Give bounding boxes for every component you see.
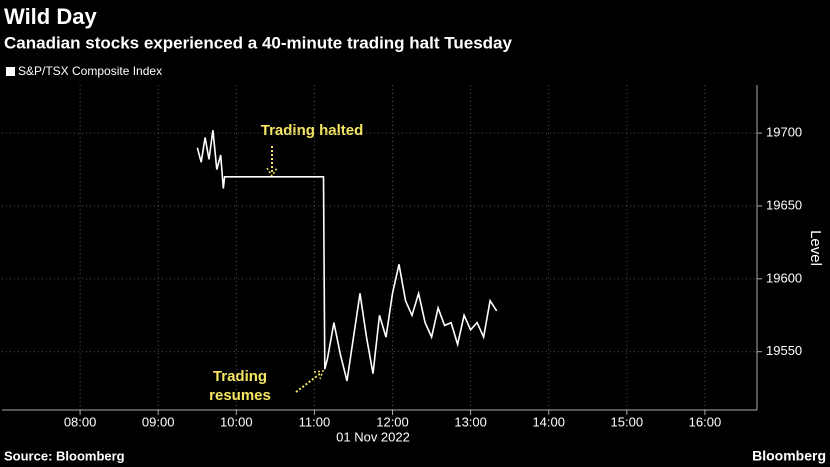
brand: Bloomberg — [752, 448, 826, 464]
annotation-arrow — [295, 372, 322, 393]
y-axis-label: Level — [807, 230, 824, 266]
x-axis-label: 01 Nov 2022 — [336, 429, 410, 444]
annotation-arrow — [313, 370, 325, 380]
series-line — [196, 130, 498, 382]
x-tick-label: 10:00 — [220, 414, 253, 429]
legend-label: S&P/TSX Composite Index — [18, 64, 162, 78]
y-tick-label: 19650 — [766, 197, 802, 212]
legend-swatch — [6, 67, 15, 76]
chart-title: Wild Day — [4, 4, 97, 29]
y-tick-label: 19600 — [766, 270, 802, 285]
x-tick-label: 09:00 — [142, 414, 175, 429]
source: Source: Bloomberg — [4, 448, 125, 463]
x-tick-label: 11:00 — [299, 414, 331, 429]
x-tick-label: 14:00 — [532, 414, 565, 429]
annotation: Trading halted — [261, 122, 364, 139]
annotation: Trading — [213, 368, 267, 385]
y-tick-label: 19550 — [766, 343, 802, 358]
x-tick-label: 08:00 — [64, 414, 97, 429]
x-tick-label: 16:00 — [689, 414, 722, 429]
chart-subtitle: Canadian stocks experienced a 40-minute … — [4, 33, 512, 52]
x-tick-label: 12:00 — [376, 414, 409, 429]
y-tick-label: 19700 — [766, 125, 802, 140]
annotation: resumes — [209, 387, 271, 404]
x-tick-label: 15:00 — [611, 414, 644, 429]
x-tick-label: 13:00 — [454, 414, 487, 429]
